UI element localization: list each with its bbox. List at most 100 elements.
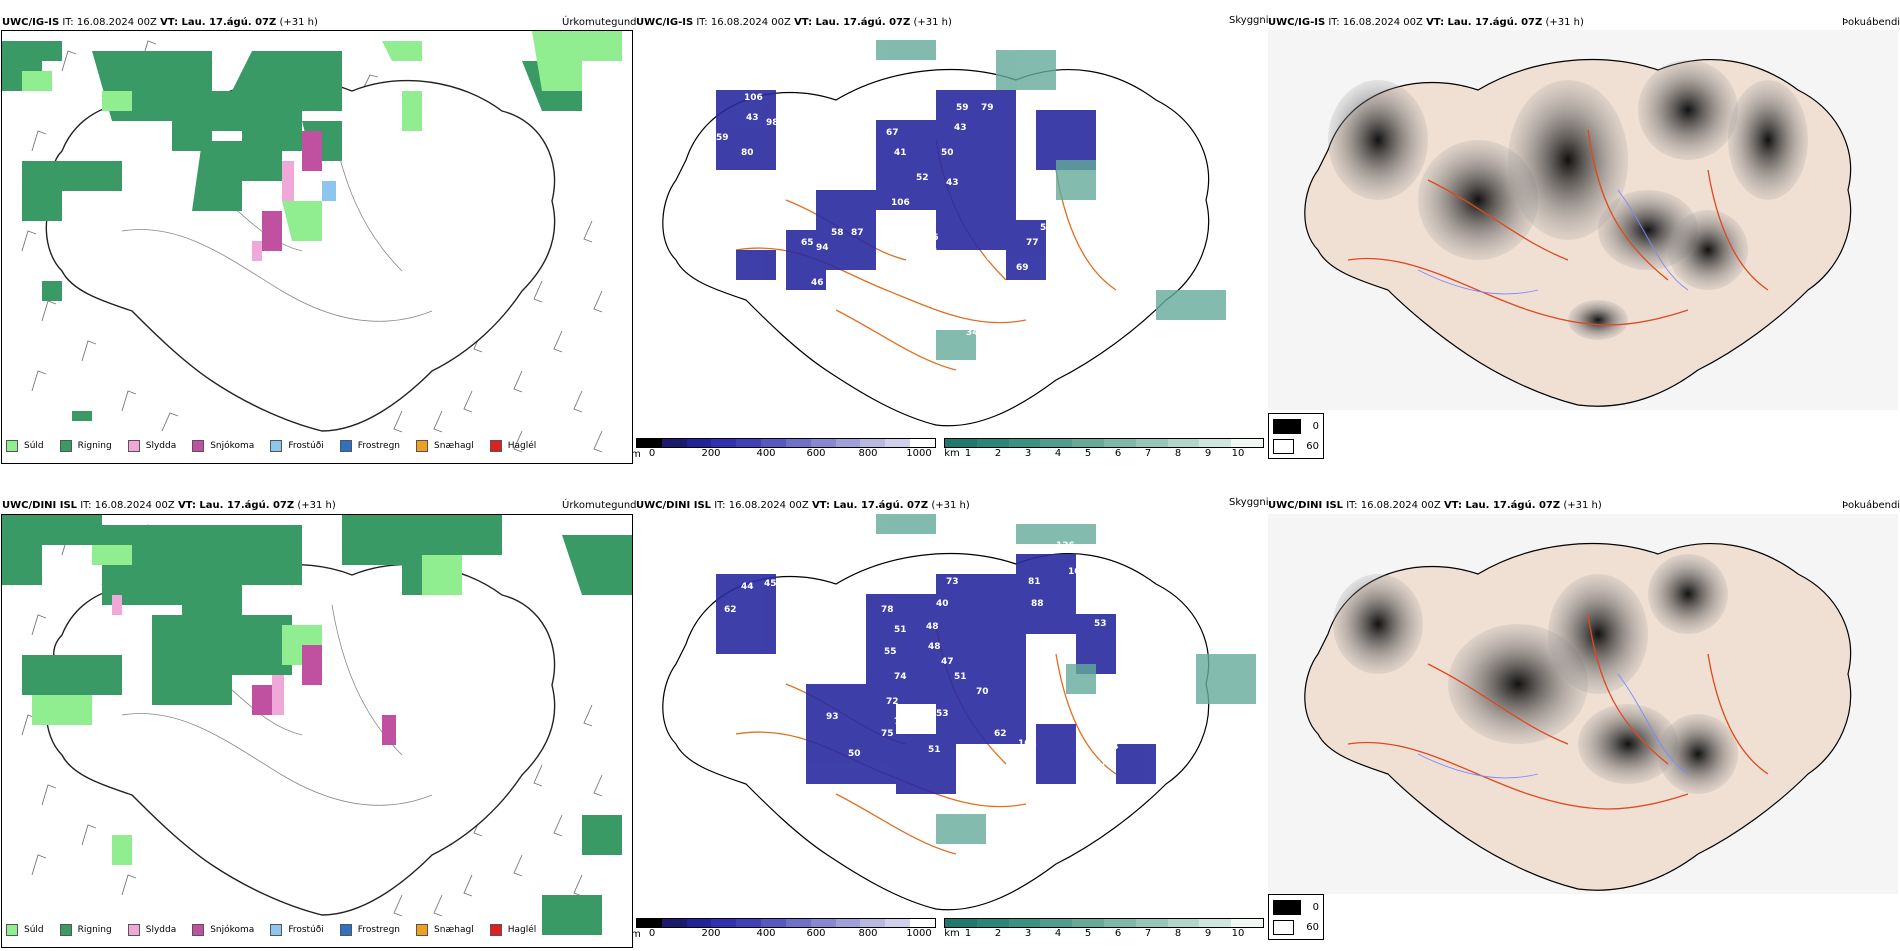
height-swatch xyxy=(661,439,687,447)
km-swatch xyxy=(1103,439,1136,447)
height-swatch xyxy=(785,919,811,927)
height-swatch xyxy=(810,919,836,927)
vis-value: 65 xyxy=(801,238,814,248)
height-swatch xyxy=(686,919,712,927)
height-tick: 600 xyxy=(806,448,826,459)
height-bar-swatches xyxy=(636,918,936,928)
vis-value: 127 xyxy=(1088,759,1107,769)
vis-value: 51 xyxy=(928,745,941,755)
height-tick: 800 xyxy=(858,928,878,939)
vis-value: 43 xyxy=(954,123,967,133)
legend-label: Súld xyxy=(24,441,44,451)
km-tick: 10 xyxy=(1231,928,1245,939)
vis-value: 10 xyxy=(786,764,799,774)
lead-label: (+31 h) xyxy=(297,500,336,511)
km-swatch xyxy=(1072,919,1104,927)
legend-item: Rigning xyxy=(59,924,112,936)
vis-value: 26 xyxy=(906,253,919,263)
km-swatch xyxy=(1199,919,1232,927)
it-label: IT: 16.08.2024 00Z xyxy=(62,17,157,28)
legend-item: Snæhagl xyxy=(416,440,474,452)
height-swatch xyxy=(860,919,886,927)
snow-areas xyxy=(262,131,322,251)
fog-legend-label: 60 xyxy=(1306,921,1319,933)
km-swatch xyxy=(1135,439,1168,447)
vis-value: 57 xyxy=(1094,602,1107,612)
vis-header-2: UWC/DINI ISL IT: 16.08.2024 00Z VT: Lau.… xyxy=(636,500,970,512)
legend-swatch xyxy=(6,440,18,452)
legend-item: Rigning xyxy=(59,440,112,452)
vis-value: 40 xyxy=(936,599,949,609)
legend-swatch xyxy=(192,924,205,936)
vt-label: VT: Lau. 17.ágú. 07Z xyxy=(160,17,277,28)
km-tick: 7 xyxy=(1144,448,1152,459)
it-label: IT: 16.08.2024 00Z xyxy=(714,500,809,511)
model-label: UWC/IG-IS xyxy=(1268,17,1326,28)
height-colorbar-1: m 0 200 400 600 800 1000 xyxy=(631,438,936,460)
vis-value: 59 xyxy=(1040,223,1053,233)
height-tick: 600 xyxy=(806,928,826,939)
vis-value: 52 xyxy=(916,173,929,183)
vis-value: 81 xyxy=(1028,577,1041,587)
low-visibility-areas xyxy=(716,90,1096,290)
vis-value: 43 xyxy=(946,178,959,188)
legend-swatch xyxy=(416,440,429,452)
height-tick: 1000 xyxy=(906,928,932,939)
km-tick: 6 xyxy=(1114,928,1122,939)
height-ticks: m 0 200 400 600 800 1000 xyxy=(631,928,936,940)
legend-item: Snæhagl xyxy=(416,924,474,936)
km-swatch xyxy=(1008,439,1041,447)
height-swatch xyxy=(736,439,762,447)
vt-label: VT: Lau. 17.ágú. 07Z xyxy=(794,17,911,28)
vis-map-1: 106 43 98 59 80 72 67 48 105 67 41 59 43… xyxy=(662,40,1226,427)
road-network xyxy=(1347,613,1769,810)
height-tick: 800 xyxy=(858,448,878,459)
legend-item: Súld xyxy=(6,924,44,936)
vis-value: 69 xyxy=(1016,263,1029,273)
km-swatch xyxy=(1199,439,1232,447)
vis-value: 58 xyxy=(776,632,789,642)
km-tick: 7 xyxy=(1144,928,1152,939)
vis-value: 26 xyxy=(806,789,819,799)
legend-item: Snjókoma xyxy=(192,924,254,936)
fog-swatch xyxy=(1273,438,1295,454)
legend-label: Slydda xyxy=(145,925,177,935)
fog-swatch xyxy=(1273,899,1301,915)
it-label: IT: 16.08.2024 00Z xyxy=(696,17,791,28)
km-tick: 3 xyxy=(1024,448,1032,459)
precip-header-1: UWC/IG-IS IT: 16.08.2024 00Z VT: Lau. 17… xyxy=(2,17,318,29)
vis-title-1: Skyggni xyxy=(1229,15,1269,26)
height-colorbar-2: m 0 200 400 600 800 1000 xyxy=(631,918,936,940)
height-tick: 200 xyxy=(701,928,721,939)
vt-label: VT: Lau. 17.ágú. 07Z xyxy=(177,500,295,511)
km-tick: 8 xyxy=(1174,448,1182,459)
height-swatch xyxy=(885,439,911,447)
height-swatch xyxy=(860,439,886,447)
vis-value: 59 xyxy=(716,133,729,143)
model-label: UWC/IG-IS xyxy=(2,17,60,28)
model-label: UWC/DINI ISL xyxy=(2,500,78,511)
vis-value: 46 xyxy=(811,278,824,288)
height-swatch xyxy=(686,439,712,447)
fog-legend-row: 0 xyxy=(1273,897,1319,917)
precip-map-2 xyxy=(2,515,632,935)
height-tick: 400 xyxy=(756,448,776,459)
km-swatch xyxy=(1167,439,1200,447)
legend-swatch xyxy=(489,440,502,452)
vis-value: 136 xyxy=(1056,541,1075,551)
km-swatch xyxy=(1040,439,1073,447)
height-swatch xyxy=(761,439,786,447)
river-network xyxy=(1417,189,1689,295)
vt-label: VT: Lau. 17.ágú. 07Z xyxy=(811,500,929,511)
legend-label: Slydda xyxy=(145,441,177,451)
vis-value: 50 xyxy=(941,148,954,158)
legend-label: Snjókoma xyxy=(210,441,255,451)
fog-map-2 xyxy=(1268,514,1898,894)
km-tick: 1 xyxy=(964,928,972,939)
km-tick: 9 xyxy=(1204,928,1212,939)
legend-label: Haglél xyxy=(507,441,537,451)
km-swatch xyxy=(976,919,1009,927)
it-label: IT: 16.08.2024 00Z xyxy=(1328,17,1423,28)
legend-swatch xyxy=(6,924,18,936)
vis-value: 87 xyxy=(851,228,864,238)
